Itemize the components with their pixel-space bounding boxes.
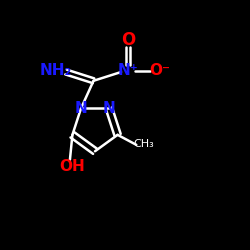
- Text: O⁻: O⁻: [149, 63, 170, 78]
- Text: N: N: [75, 101, 88, 116]
- Text: N⁺: N⁺: [118, 63, 139, 78]
- Text: OH: OH: [60, 158, 85, 174]
- Text: CH₃: CH₃: [134, 138, 154, 148]
- Text: N: N: [102, 101, 115, 116]
- Text: O: O: [121, 30, 135, 48]
- Text: NH₂: NH₂: [40, 63, 72, 78]
